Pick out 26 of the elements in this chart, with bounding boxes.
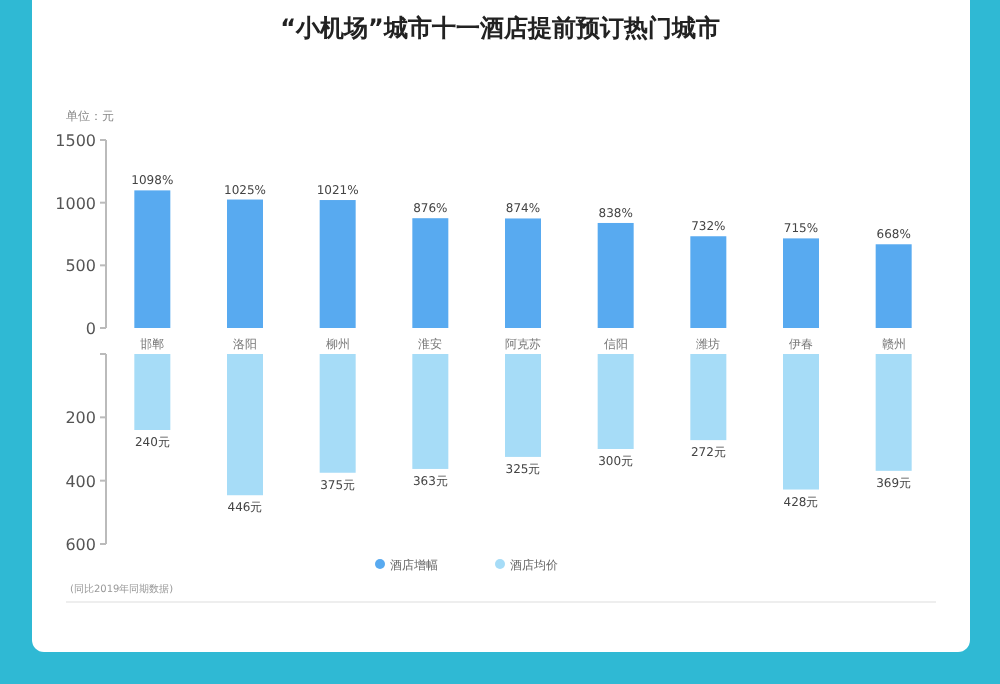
bar [227,354,263,496]
y-tick-label: 0 [85,320,96,338]
bar [690,236,727,328]
bar [319,200,356,328]
bar [227,199,263,328]
bar [783,238,819,328]
y-tick-label: 1000 [55,194,96,213]
y-tick-label: 200 [65,409,96,428]
bar [597,222,634,328]
y-tick-label: 600 [65,536,96,554]
bar [875,354,912,471]
bar [412,218,449,328]
bar [783,354,819,490]
bar [875,244,912,328]
bar [505,354,541,457]
y-tick-label: 400 [65,472,96,491]
chart-title: “小机场”城市十一酒店提前预订热门城市 [280,14,720,42]
y-tick-label: 1500 [55,132,96,150]
bar [319,354,356,473]
bar [597,354,634,449]
bar [690,354,727,441]
bar [412,354,449,469]
bar [134,354,171,430]
bar [134,190,171,328]
bar [505,218,541,328]
y-tick-label: 500 [65,257,96,276]
